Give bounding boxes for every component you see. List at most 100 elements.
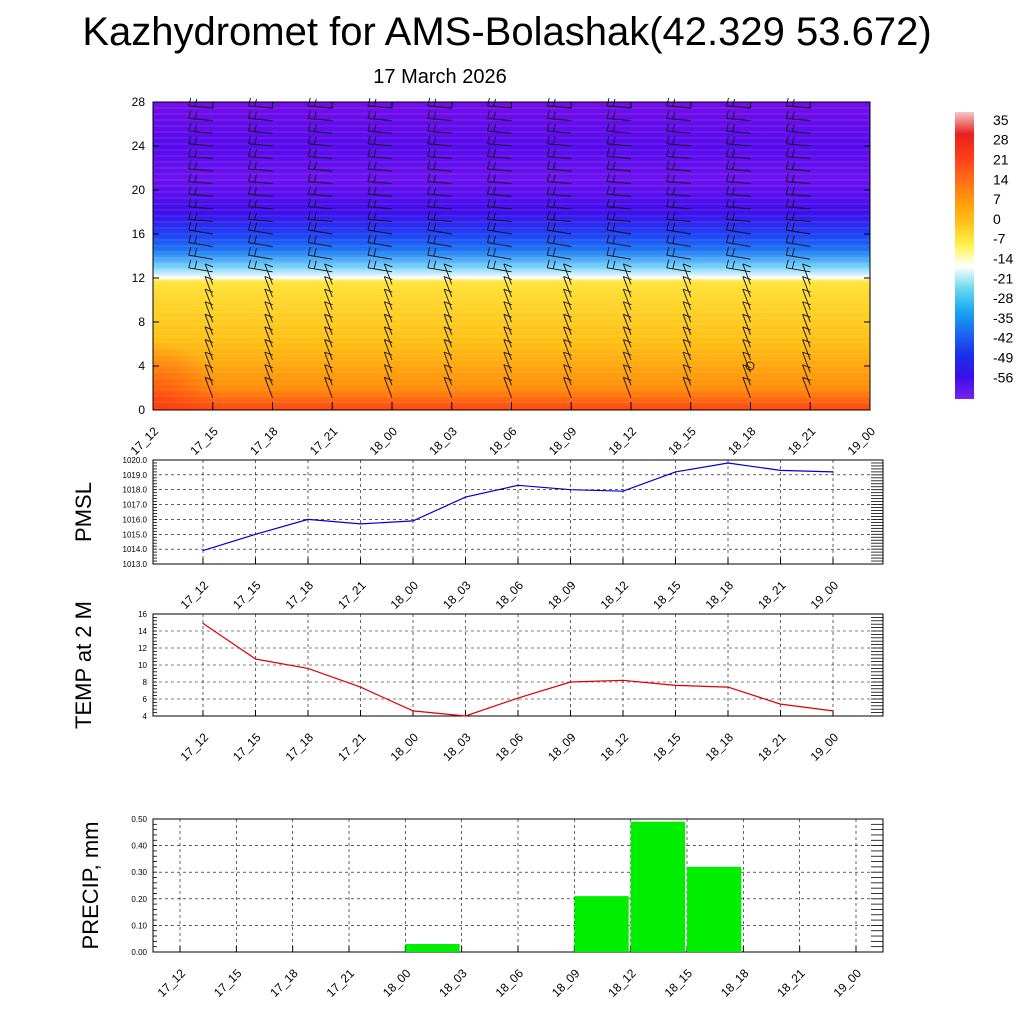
- wind-barb-flag: [785, 234, 789, 243]
- wind-barb-flag: [666, 123, 670, 132]
- wind-barb: [427, 118, 452, 122]
- wind-barb: [443, 351, 453, 373]
- wind-barb: [503, 339, 512, 361]
- wind-barb-flag: [313, 212, 317, 221]
- wind-barb: [547, 118, 572, 122]
- wind-barb: [666, 168, 691, 172]
- x-tick-label: 18_18: [703, 730, 737, 764]
- panel-frame: [152, 459, 884, 565]
- data-point: [727, 462, 729, 464]
- wind-barb-flag: [791, 174, 795, 183]
- wind-barb: [802, 314, 811, 335]
- x-tick-label: 18_06: [493, 578, 527, 612]
- wind-barb-flag: [384, 326, 393, 331]
- x-tick-label: 17_12: [128, 424, 162, 458]
- wind-barb-flag: [313, 199, 317, 208]
- wind-barb-flag: [433, 124, 437, 133]
- wind-barb-flag: [427, 135, 431, 144]
- wind-barb-flag: [732, 124, 735, 133]
- wind-barb-flag: [373, 174, 377, 183]
- wind-barb-flag: [672, 136, 676, 145]
- wind-barb-flag: [612, 212, 616, 221]
- wind-barb-flag: [194, 222, 198, 232]
- wind-barb-flag: [802, 313, 811, 318]
- wind-barb: [188, 143, 213, 147]
- wind-barb: [427, 181, 452, 185]
- wind-barb: [264, 364, 273, 386]
- y-axis-title: PRECIP, mm: [78, 822, 103, 950]
- wind-barb: [622, 339, 632, 361]
- wind-barb-flag: [254, 149, 257, 158]
- wind-barb: [682, 364, 692, 386]
- data-point: [622, 679, 624, 681]
- wind-barb-flag: [313, 248, 317, 257]
- wind-barb-flag: [427, 123, 431, 132]
- wind-barb: [742, 351, 751, 373]
- wind-barb: [606, 229, 632, 235]
- wind-barb-flag: [313, 235, 317, 244]
- wind-barb-flag: [732, 260, 735, 269]
- wind-barb-flag: [726, 123, 729, 132]
- wind-barb-flag: [732, 199, 735, 208]
- wind-barb: [248, 181, 273, 185]
- wind-barb-flag: [373, 212, 377, 221]
- wind-barb: [622, 364, 632, 386]
- wind-barb-flag: [487, 173, 490, 182]
- x-tick-label: 17_21: [335, 730, 369, 764]
- x-tick-label: 18_00: [388, 730, 422, 764]
- wind-barb-flag: [785, 221, 789, 231]
- wind-barb-flag: [487, 259, 490, 268]
- wind-barb: [666, 267, 691, 273]
- wind-barb-flag: [493, 136, 496, 145]
- wind-barb: [666, 218, 691, 222]
- wind-barb-flag: [672, 248, 676, 257]
- wind-barb: [682, 263, 692, 285]
- wind-barb: [742, 314, 751, 335]
- wind-barb: [563, 326, 572, 348]
- wind-barb: [324, 339, 333, 361]
- wind-barb-flag: [726, 221, 729, 231]
- x-tick-label: 19_00: [808, 730, 842, 764]
- x-tick-label: 18_18: [703, 578, 737, 612]
- data-point: [674, 471, 677, 473]
- wind-barb-flag: [682, 339, 692, 343]
- wind-barb: [308, 105, 333, 109]
- wind-barb-flag: [672, 149, 676, 158]
- wind-barb-flag: [367, 198, 371, 207]
- wind-barb-flag: [493, 98, 496, 108]
- wind-barb-flag: [254, 187, 257, 196]
- wind-barb: [367, 143, 393, 147]
- wind-barb-flag: [785, 173, 789, 182]
- wind-barb-flag: [623, 364, 632, 369]
- wind-barb: [487, 155, 512, 159]
- wind-barb: [786, 229, 811, 235]
- wind-barb: [487, 118, 512, 122]
- wind-barb-flag: [785, 135, 789, 144]
- wind-barb-flag: [493, 187, 496, 196]
- wind-barb-flag: [493, 212, 496, 221]
- wind-barb: [308, 267, 333, 273]
- x-tick-label: 18_21: [785, 424, 819, 458]
- wind-barb: [786, 242, 811, 248]
- wind-barb-flag: [802, 364, 811, 369]
- wind-barb-flag: [254, 235, 257, 244]
- wind-barb: [606, 267, 632, 273]
- wind-barb-flag: [606, 259, 610, 268]
- wind-barb: [324, 314, 333, 335]
- wind-barb: [563, 377, 572, 398]
- wind-barb-flag: [546, 123, 550, 132]
- wind-barb-flag: [427, 211, 431, 220]
- wind-barb-flag: [726, 186, 729, 195]
- data-point: [359, 686, 362, 688]
- y-tick-label: 14: [138, 627, 147, 636]
- wind-barb: [606, 105, 632, 109]
- y-tick-label: 0.50: [131, 815, 147, 824]
- wind-barb: [308, 181, 333, 185]
- wind-barb: [188, 118, 213, 122]
- bar: [687, 866, 742, 952]
- wind-barb-flag: [623, 301, 632, 306]
- wind-barb-flag: [742, 364, 751, 369]
- wind-barb-flag: [373, 187, 377, 196]
- precip-panel: 0.00 0.10 0.20 0.30 0.40 0.50 17_12 17_15 17_18 1…: [78, 815, 884, 1000]
- y-axis-title: PMSL: [71, 482, 96, 542]
